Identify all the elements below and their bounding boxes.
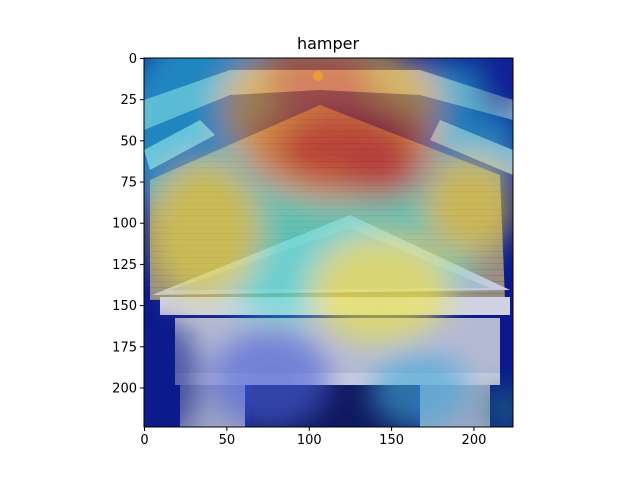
- y-tick-label: 150: [112, 299, 137, 314]
- y-tick-label: 175: [112, 340, 137, 355]
- y-axis: 0 25 50 75 100 125 150 175 200: [112, 52, 144, 396]
- plot-area: [144, 58, 513, 427]
- x-tick-label: 100: [297, 433, 322, 448]
- x-tick-label: 200: [462, 433, 487, 448]
- roof-ornament: [313, 71, 323, 81]
- y-tick-label: 100: [112, 217, 137, 232]
- heatmap-overlay: [144, 58, 513, 427]
- y-tick-label: 0: [129, 52, 137, 67]
- y-tick-label: 25: [120, 93, 137, 108]
- y-tick-label: 125: [112, 258, 137, 273]
- x-tick-label: 0: [140, 433, 148, 448]
- y-tick-label: 200: [112, 381, 137, 396]
- chart-title: hamper: [297, 34, 360, 53]
- x-tick-label: 50: [219, 433, 236, 448]
- y-tick-label: 75: [120, 176, 137, 191]
- axes-frame: [143, 57, 514, 428]
- x-axis: 0 50 100 150 200: [140, 427, 486, 448]
- y-tick-label: 50: [120, 134, 137, 149]
- x-tick-label: 150: [379, 433, 404, 448]
